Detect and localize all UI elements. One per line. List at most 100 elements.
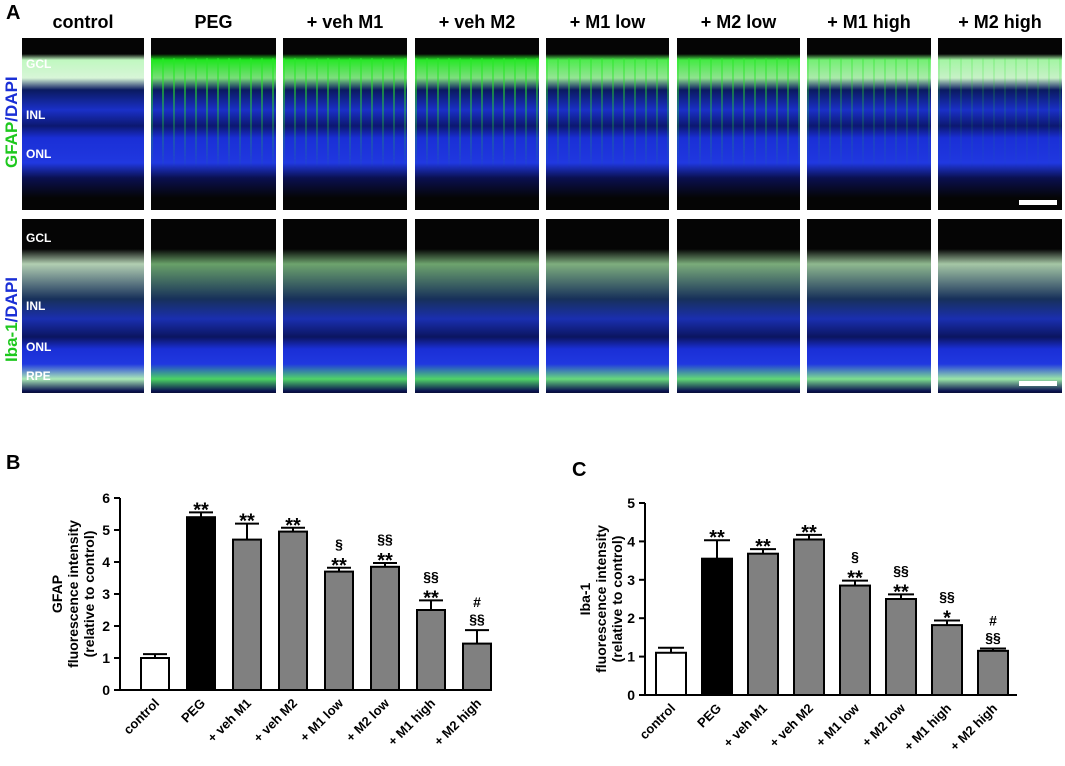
significance-marker: ** bbox=[331, 555, 347, 577]
category-label: + M1 high bbox=[385, 695, 438, 748]
significance-marker: § bbox=[335, 536, 343, 552]
significance-marker: ** bbox=[893, 581, 909, 603]
panel-letter-a: A bbox=[6, 2, 21, 24]
retina-layer-label: GCL bbox=[26, 231, 52, 245]
iba1-micrograph bbox=[151, 219, 276, 393]
scale-bar bbox=[1019, 381, 1057, 386]
category-label: + veh M1 bbox=[204, 696, 254, 746]
significance-marker: ** bbox=[285, 515, 301, 537]
iba1-micrograph bbox=[283, 219, 407, 393]
y-tick-label: 0 bbox=[627, 687, 635, 703]
significance-marker: ** bbox=[423, 587, 439, 609]
dapi-stain-label: /DAPI bbox=[2, 76, 21, 122]
significance-marker: § bbox=[851, 549, 859, 565]
significance-marker: §§ bbox=[423, 568, 439, 584]
panel-letter-c: C bbox=[572, 459, 587, 481]
category-label: + veh M2 bbox=[250, 696, 300, 746]
bar bbox=[462, 642, 492, 692]
iba1-micrograph bbox=[807, 219, 931, 393]
y-axis-label: fluorescence intensity bbox=[65, 520, 81, 668]
category-label: + veh M1 bbox=[720, 701, 770, 751]
bar bbox=[885, 598, 917, 696]
significance-marker: §§ bbox=[939, 589, 955, 605]
significance-marker: ** bbox=[801, 522, 817, 544]
category-label: PEG bbox=[694, 701, 724, 731]
y-tick-label: 5 bbox=[627, 495, 635, 511]
significance-marker: ** bbox=[709, 527, 725, 549]
y-tick-label: 0 bbox=[102, 682, 110, 698]
gfap-fibres bbox=[151, 58, 276, 168]
category-label: + M1 low bbox=[297, 695, 347, 745]
iba1-micrograph bbox=[938, 219, 1062, 393]
gfap-fibres bbox=[415, 58, 539, 168]
y-tick-label: 3 bbox=[102, 586, 110, 602]
significance-marker: * bbox=[943, 608, 951, 630]
gfap-micrograph bbox=[807, 38, 931, 210]
gfap-fibres bbox=[546, 58, 669, 168]
significance-marker: ** bbox=[193, 499, 209, 521]
y-tick-label: 5 bbox=[102, 522, 110, 538]
y-axis-label: (relative to control) bbox=[609, 536, 625, 663]
gfap-micrograph bbox=[546, 38, 669, 210]
retina-layer-label: INL bbox=[26, 108, 46, 122]
gfap-fibres bbox=[283, 58, 407, 168]
category-label: + M1 high bbox=[901, 700, 954, 753]
column-header: + veh M2 bbox=[438, 12, 516, 32]
column-header: + veh M1 bbox=[306, 12, 384, 32]
bar bbox=[324, 570, 354, 691]
gfap-micrograph bbox=[151, 38, 276, 210]
bar bbox=[977, 649, 1009, 696]
y-tick-label: 1 bbox=[102, 650, 110, 666]
bar bbox=[186, 516, 216, 692]
gfap-micrograph bbox=[677, 38, 800, 210]
bar bbox=[140, 657, 170, 691]
y-tick-label: 3 bbox=[627, 572, 635, 588]
bar bbox=[278, 530, 308, 691]
column-header: control bbox=[52, 12, 114, 32]
retina-layer-label: INL bbox=[26, 299, 46, 313]
gfap-micrograph bbox=[22, 38, 144, 210]
retina-layer-label: RPE bbox=[26, 369, 51, 383]
column-header: + M1 high bbox=[827, 12, 911, 32]
y-tick-label: 2 bbox=[102, 618, 110, 634]
y-axis-label: fluorescence intensity bbox=[593, 525, 609, 673]
gfap-fibres bbox=[938, 58, 1062, 168]
y-tick-label: 2 bbox=[627, 610, 635, 626]
y-tick-label: 6 bbox=[102, 490, 110, 506]
column-header: + M1 low bbox=[569, 12, 646, 32]
category-label: + veh M2 bbox=[766, 701, 816, 751]
y-axis-label: (relative to control) bbox=[81, 531, 97, 658]
significance-marker: §§ bbox=[985, 630, 1001, 646]
category-label: PEG bbox=[178, 696, 208, 726]
bar bbox=[747, 552, 779, 696]
iba-dapi-row-label: Iba-1/DAPI bbox=[2, 277, 22, 362]
dapi-stain-label-2: /DAPI bbox=[2, 276, 21, 323]
y-axis-label: Iba-1 bbox=[577, 582, 593, 615]
gfap-micrograph bbox=[283, 38, 407, 210]
panel-letter-b: B bbox=[6, 452, 21, 474]
column-header: + M2 high bbox=[958, 12, 1042, 32]
bar bbox=[839, 584, 871, 696]
gfap-micrograph bbox=[415, 38, 539, 210]
bar bbox=[232, 538, 262, 691]
iba1-micrograph bbox=[546, 219, 669, 393]
significance-marker: # bbox=[989, 613, 997, 629]
gfap-fibres bbox=[807, 58, 931, 168]
category-label: control bbox=[120, 696, 162, 738]
category-label: + M2 high bbox=[947, 700, 1000, 753]
y-axis-label: GFAP bbox=[49, 575, 65, 613]
significance-marker: ** bbox=[239, 511, 255, 533]
y-tick-label: 4 bbox=[627, 533, 635, 549]
gfap-stain-label: GFAP bbox=[2, 121, 21, 168]
y-tick-label: 4 bbox=[102, 554, 110, 570]
significance-marker: §§ bbox=[377, 531, 393, 547]
retina-layer-label: ONL bbox=[26, 340, 52, 354]
gfap-dapi-row-label: GFAP/DAPI bbox=[2, 76, 22, 168]
iba1-bar-chart: 0 1 2 3 4 5 Iba-1 fluorescence intensity (relati… bbox=[577, 495, 1017, 754]
column-header: PEG bbox=[194, 12, 233, 32]
category-label: control bbox=[636, 701, 678, 743]
category-label: + M1 low bbox=[813, 700, 863, 750]
significance-marker: ** bbox=[377, 550, 393, 572]
significance-marker: §§ bbox=[893, 562, 909, 578]
iba1-micrograph bbox=[415, 219, 539, 393]
